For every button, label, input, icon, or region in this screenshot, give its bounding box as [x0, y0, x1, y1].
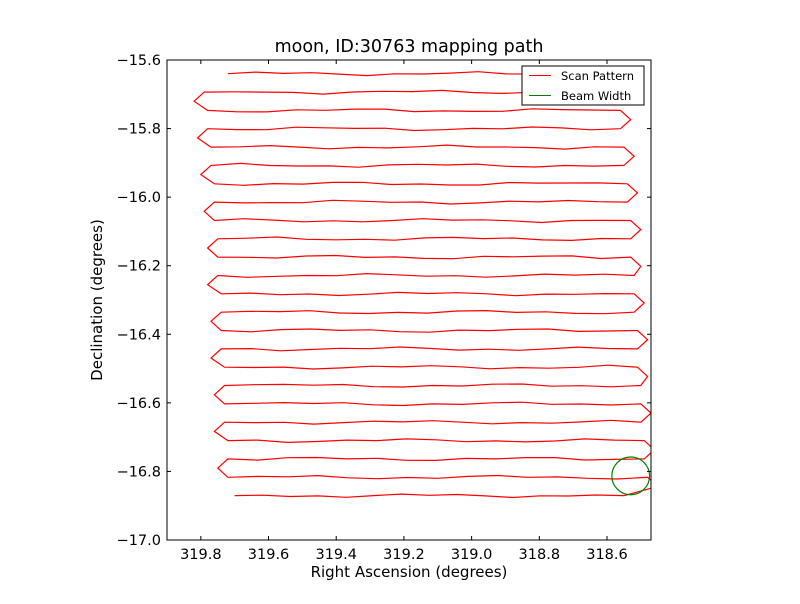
legend-beam-width-label: Beam Width	[561, 89, 631, 103]
x-tick-label: 319.4	[315, 547, 357, 563]
y-tick-label: −15.6	[117, 53, 161, 69]
y-tick-label: −16.8	[117, 464, 161, 480]
legend: Scan Pattern Beam Width	[521, 65, 645, 106]
x-tick-label: 319.6	[248, 547, 290, 563]
y-tick-label: −16.2	[117, 259, 161, 275]
y-axis-label: Declination (degrees)	[88, 219, 106, 381]
plot-frame	[166, 59, 652, 541]
legend-scan-pattern-label: Scan Pattern	[561, 69, 634, 83]
x-tick-label: 319.8	[180, 547, 222, 563]
legend-box	[521, 65, 645, 106]
y-axis: −15.6 −15.8 −16.0 −16.2 −16.4 −16.6 −16.8 −17.0	[117, 53, 651, 549]
y-tick-label: −16.0	[117, 190, 161, 206]
x-tick-label: 318.6	[586, 547, 628, 563]
x-tick-label: 319.0	[451, 547, 493, 563]
x-axis-label: Right Ascension (degrees)	[311, 563, 508, 581]
x-tick-label: 319.2	[383, 547, 425, 563]
plot-area	[193, 71, 651, 499]
y-tick-label: −15.8	[117, 122, 161, 138]
x-tick-label: 318.8	[519, 547, 561, 563]
chart-title: moon, ID:30763 mapping path	[275, 37, 544, 57]
y-tick-label: −16.6	[117, 396, 161, 412]
x-axis: 319.8 319.6 319.4 319.2 319.0 318.8 318.6	[180, 60, 628, 563]
y-tick-label: −17.0	[117, 533, 161, 549]
y-tick-label: −16.4	[117, 327, 161, 343]
scan-pattern-line	[193, 71, 651, 499]
beam-width-circle	[611, 456, 651, 496]
